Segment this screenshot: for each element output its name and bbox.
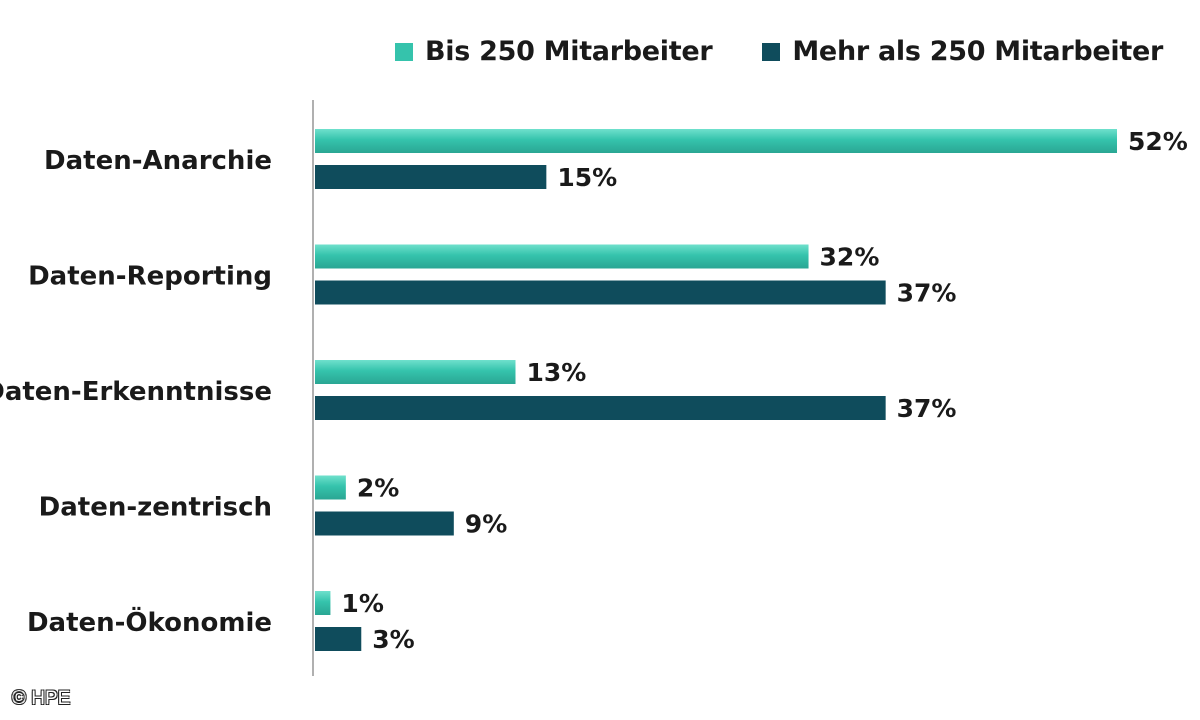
- legend-entry-large: Mehr als 250 Mitarbeiter: [762, 36, 1163, 67]
- bar-mehr-als-250: [315, 627, 362, 651]
- data-label: 9%: [465, 510, 507, 539]
- bar-bis-250: [315, 129, 1117, 153]
- legend-entry-small: Bis 250 Mitarbeiter: [395, 36, 713, 67]
- data-label: 52%: [1128, 127, 1188, 156]
- legend-label-small: Bis 250 Mitarbeiter: [425, 36, 713, 67]
- chart-legend: Bis 250 Mitarbeiter Mehr als 250 Mitarbe…: [395, 36, 1163, 67]
- legend-swatch-large: [762, 42, 781, 61]
- category-label: Daten-Reporting: [28, 262, 272, 292]
- legend-swatch-small: [395, 42, 413, 61]
- data-label: 37%: [897, 394, 957, 423]
- category-label: Daten-Ökonomie: [27, 605, 272, 638]
- bar-bis-250: [315, 360, 516, 384]
- data-label: 37%: [897, 279, 957, 308]
- category-label: Daten-Anarchie: [44, 146, 272, 176]
- data-label: 13%: [527, 358, 587, 387]
- bar-mehr-als-250: [315, 280, 886, 305]
- data-label: 1%: [341, 589, 383, 618]
- bar-mehr-als-250: [315, 165, 547, 189]
- category-label: Daten-Erkenntnisse: [0, 377, 272, 407]
- bar-mehr-als-250: [315, 396, 886, 420]
- copyright-credit: © HPE: [12, 688, 71, 709]
- legend-label-large: Mehr als 250 Mitarbeiter: [792, 36, 1163, 67]
- data-label: 15%: [557, 163, 617, 192]
- data-label: 2%: [357, 474, 399, 503]
- bar-bis-250: [315, 591, 331, 615]
- bar-bis-250: [315, 244, 809, 269]
- category-label: Daten-zentrisch: [39, 493, 272, 523]
- bar-mehr-als-250: [315, 511, 454, 536]
- data-label: 32%: [820, 243, 880, 272]
- bar-bis-250: [315, 475, 346, 500]
- data-label: 3%: [372, 625, 414, 654]
